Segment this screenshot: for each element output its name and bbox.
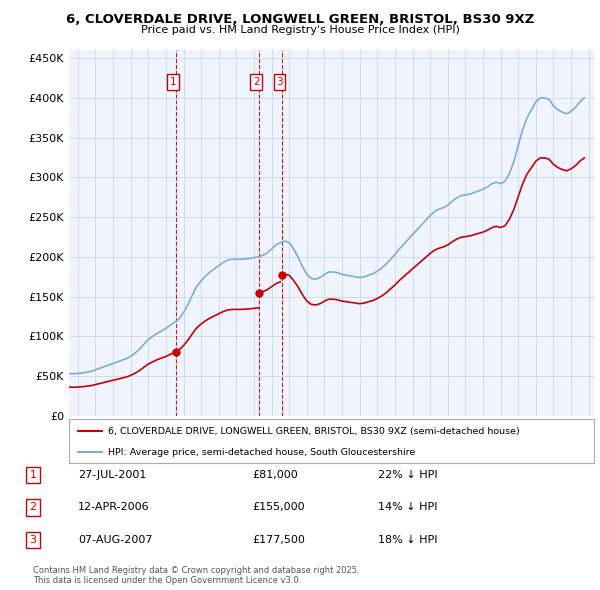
Text: 18% ↓ HPI: 18% ↓ HPI	[378, 535, 437, 545]
Text: 07-AUG-2007: 07-AUG-2007	[78, 535, 152, 545]
Text: 6, CLOVERDALE DRIVE, LONGWELL GREEN, BRISTOL, BS30 9XZ: 6, CLOVERDALE DRIVE, LONGWELL GREEN, BRI…	[66, 13, 534, 26]
Text: 2: 2	[253, 77, 260, 87]
Text: 12-APR-2006: 12-APR-2006	[78, 503, 149, 512]
Text: Price paid vs. HM Land Registry's House Price Index (HPI): Price paid vs. HM Land Registry's House …	[140, 25, 460, 35]
Text: 3: 3	[29, 535, 37, 545]
Text: 22% ↓ HPI: 22% ↓ HPI	[378, 470, 437, 480]
Text: HPI: Average price, semi-detached house, South Gloucestershire: HPI: Average price, semi-detached house,…	[109, 448, 416, 457]
Text: 6, CLOVERDALE DRIVE, LONGWELL GREEN, BRISTOL, BS30 9XZ (semi-detached house): 6, CLOVERDALE DRIVE, LONGWELL GREEN, BRI…	[109, 427, 520, 436]
Text: 14% ↓ HPI: 14% ↓ HPI	[378, 503, 437, 512]
Text: 1: 1	[170, 77, 176, 87]
Text: 27-JUL-2001: 27-JUL-2001	[78, 470, 146, 480]
Text: 2: 2	[29, 503, 37, 512]
Text: 1: 1	[29, 470, 37, 480]
Text: £81,000: £81,000	[252, 470, 298, 480]
Text: £155,000: £155,000	[252, 503, 305, 512]
Text: Contains HM Land Registry data © Crown copyright and database right 2025.
This d: Contains HM Land Registry data © Crown c…	[33, 566, 359, 585]
Text: 3: 3	[276, 77, 283, 87]
Text: £177,500: £177,500	[252, 535, 305, 545]
